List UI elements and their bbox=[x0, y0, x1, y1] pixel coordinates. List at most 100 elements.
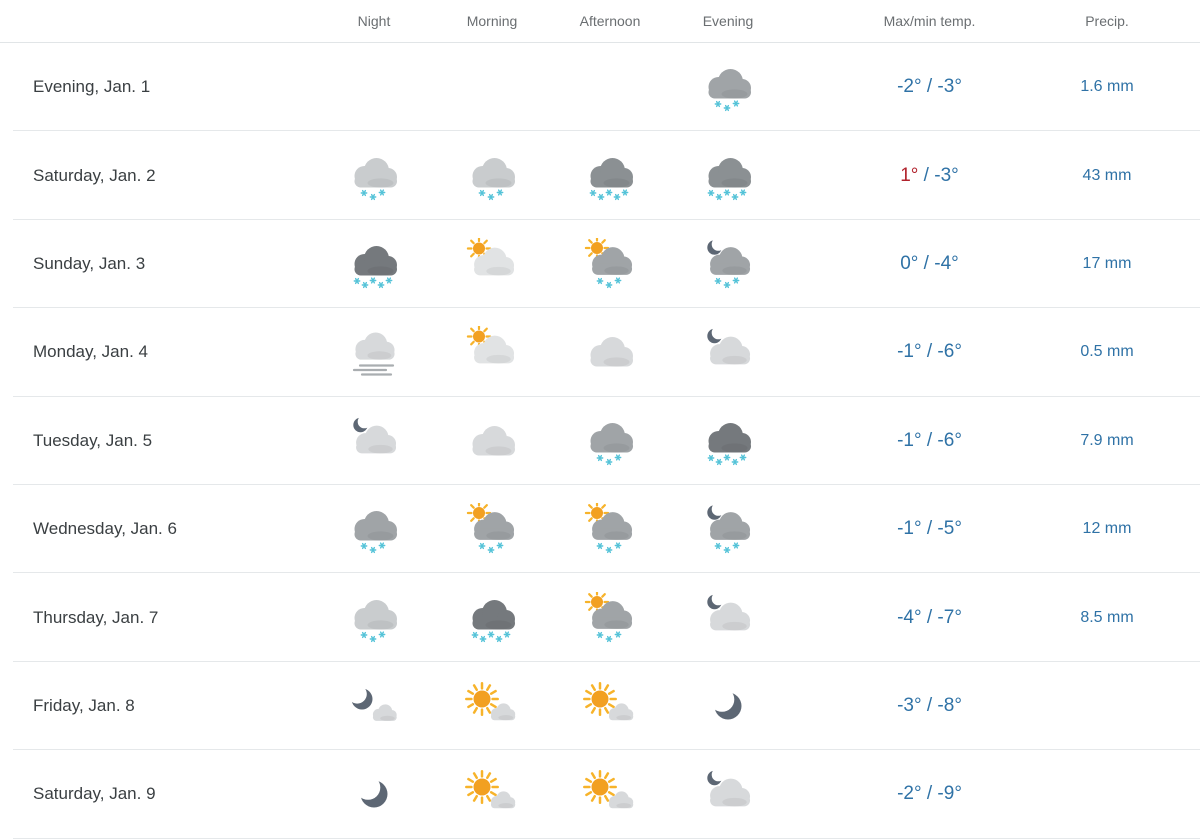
moon-cloud-icon bbox=[700, 591, 756, 644]
snow-heavy-icon bbox=[346, 238, 402, 290]
cloudy-icon bbox=[582, 326, 638, 378]
column-header-evening: Evening bbox=[702, 13, 754, 29]
morning-icon-cell bbox=[433, 237, 551, 290]
precip-value: 1.6 mm bbox=[1080, 78, 1134, 96]
afternoon-icon-cell bbox=[551, 326, 669, 378]
day-label: Saturday, Jan. 2 bbox=[33, 165, 156, 185]
evening-icon-cell bbox=[669, 237, 787, 290]
temp-maxmin: -2° / -3° bbox=[787, 76, 1072, 98]
temp-max: 0° bbox=[900, 252, 919, 274]
evening-icon-cell bbox=[669, 768, 787, 820]
temp-min: -6° bbox=[937, 429, 962, 451]
fair-night-icon bbox=[346, 680, 402, 732]
column-header-precip: Precip. bbox=[1085, 13, 1129, 29]
afternoon-icon-cell bbox=[551, 503, 669, 555]
temp-maxmin: 1° / -3° bbox=[787, 165, 1072, 187]
sun-snow-icon bbox=[582, 503, 638, 555]
snow-dark-icon bbox=[582, 150, 638, 202]
column-header-night: Night bbox=[357, 13, 391, 29]
night-icon-cell bbox=[315, 503, 433, 555]
snow-heavy-icon bbox=[700, 415, 756, 467]
afternoon-icon-cell bbox=[551, 150, 669, 202]
forecast-row[interactable]: Wednesday, Jan. 6 -1° / -5° 12 mm bbox=[0, 485, 1200, 574]
evening-icon-cell bbox=[669, 503, 787, 555]
snow-med-icon bbox=[346, 503, 402, 555]
forecast-row[interactable]: Monday, Jan. 4 -1° / -6° 0.5 mm bbox=[0, 308, 1200, 397]
temp-maxmin: -3° / -8° bbox=[787, 695, 1072, 717]
moon-cloud-icon bbox=[346, 414, 402, 467]
clear-night-icon bbox=[700, 680, 756, 732]
forecast-row[interactable]: Friday, Jan. 8 -3° / -8° bbox=[0, 662, 1200, 751]
temp-separator: / bbox=[918, 252, 935, 274]
forecast-row[interactable]: Sunday, Jan. 3 0° / -4° 17 mm bbox=[0, 220, 1200, 309]
morning-icon-cell bbox=[433, 415, 551, 467]
forecast-row[interactable]: Tuesday, Jan. 5 -1° / -6° 7.9 mm bbox=[0, 397, 1200, 486]
morning-icon-cell bbox=[433, 592, 551, 644]
column-header-temp: Max/min temp. bbox=[883, 13, 976, 29]
sun-snow-icon bbox=[582, 591, 638, 644]
forecast-row[interactable]: Saturday, Jan. 9 -2° / -9° bbox=[0, 750, 1200, 839]
temp-max: -2° bbox=[897, 783, 922, 805]
forecast-row[interactable]: Thursday, Jan. 7 -4° / -7° 8.5 mm bbox=[0, 573, 1200, 663]
afternoon-icon-cell bbox=[551, 415, 669, 467]
column-header-afternoon: Afternoon bbox=[579, 13, 641, 29]
sun-cloud-icon bbox=[464, 237, 520, 290]
temp-separator: / bbox=[921, 694, 938, 716]
day-label: Thursday, Jan. 7 bbox=[33, 607, 159, 627]
precip-value: 0.5 mm bbox=[1080, 343, 1134, 361]
table-body: Evening, Jan. 1 -2° / -3° 1.6 mm Saturday, … bbox=[0, 43, 1200, 839]
evening-icon-cell bbox=[669, 591, 787, 644]
fog-icon bbox=[346, 326, 402, 378]
precip-value: 8.5 mm bbox=[1080, 608, 1134, 626]
day-label: Sunday, Jan. 3 bbox=[33, 253, 146, 273]
sun-snow-icon bbox=[582, 237, 638, 290]
temp-separator: / bbox=[921, 606, 938, 628]
table-header-row: Night Morning Afternoon Evening Max/min temp… bbox=[0, 0, 1200, 43]
temp-separator: / bbox=[921, 341, 938, 363]
snow-dark-icon bbox=[700, 150, 756, 202]
evening-icon-cell bbox=[669, 680, 787, 732]
morning-icon-cell bbox=[433, 326, 551, 378]
precip-value: 43 mm bbox=[1082, 166, 1132, 184]
temp-max: -1° bbox=[897, 341, 922, 363]
fair-day-icon bbox=[464, 680, 520, 732]
temp-separator: / bbox=[921, 518, 938, 540]
day-label: Friday, Jan. 8 bbox=[33, 695, 135, 715]
temp-max: -2° bbox=[897, 76, 922, 98]
sun-cloud-icon bbox=[464, 326, 520, 378]
forecast-row[interactable]: Saturday, Jan. 2 1° / -3° 43 mm bbox=[0, 131, 1200, 221]
night-icon-cell bbox=[315, 680, 433, 732]
temp-separator: / bbox=[921, 429, 938, 451]
precip-value: 17 mm bbox=[1082, 254, 1132, 272]
temp-maxmin: -1° / -5° bbox=[787, 518, 1072, 540]
day-label: Monday, Jan. 4 bbox=[33, 342, 148, 362]
temp-max: -4° bbox=[897, 606, 922, 628]
temp-maxmin: -1° / -6° bbox=[787, 430, 1072, 452]
clear-night-icon bbox=[346, 768, 402, 820]
column-header-morning: Morning bbox=[466, 13, 518, 29]
moon-cloud-icon bbox=[700, 326, 756, 378]
temp-min: -5° bbox=[937, 518, 962, 540]
snow-light-icon bbox=[464, 150, 520, 202]
temp-min: -6° bbox=[937, 341, 962, 363]
moon-snow-icon bbox=[700, 503, 756, 555]
morning-icon-cell bbox=[433, 150, 551, 202]
temp-min: -3° bbox=[937, 76, 962, 98]
temp-max: -1° bbox=[897, 518, 922, 540]
night-icon-cell bbox=[315, 414, 433, 467]
precip-value: 7.9 mm bbox=[1080, 431, 1134, 449]
forecast-row[interactable]: Evening, Jan. 1 -2° / -3° 1.6 mm bbox=[0, 43, 1200, 132]
afternoon-icon-cell bbox=[551, 768, 669, 820]
morning-icon-cell bbox=[433, 503, 551, 555]
night-icon-cell bbox=[315, 768, 433, 820]
temp-min: -3° bbox=[934, 164, 959, 186]
temp-separator: / bbox=[921, 76, 938, 98]
snow-med-icon bbox=[582, 415, 638, 467]
evening-icon-cell bbox=[669, 61, 787, 113]
temp-max: -3° bbox=[897, 694, 922, 716]
evening-icon-cell bbox=[669, 150, 787, 202]
night-icon-cell bbox=[315, 592, 433, 644]
temp-maxmin: -4° / -7° bbox=[787, 607, 1072, 629]
snow-light-icon bbox=[346, 592, 402, 644]
snow-heavy-icon bbox=[464, 592, 520, 644]
